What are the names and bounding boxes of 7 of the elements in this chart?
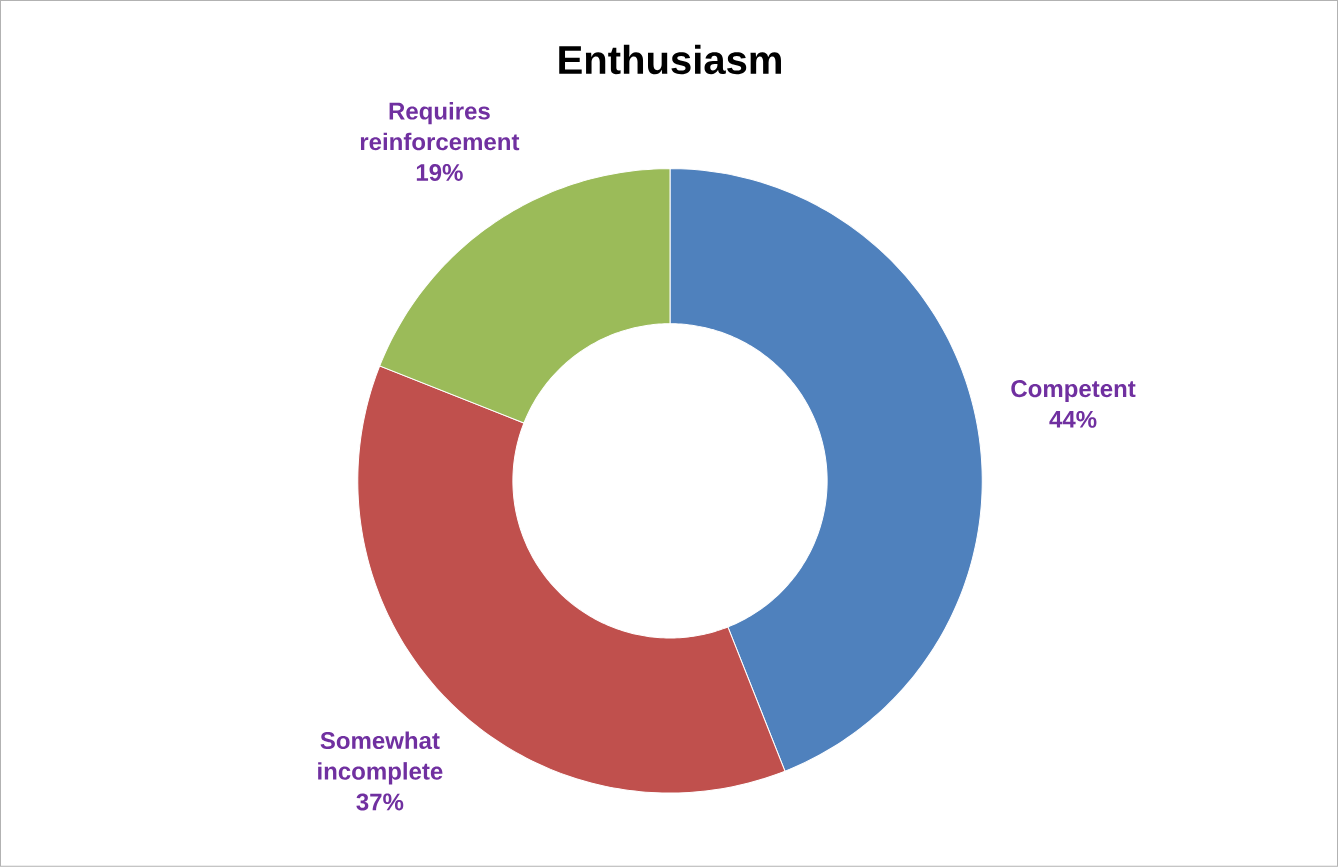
data-label: 44% (1049, 411, 1097, 428)
slice-label: Somewhat incomplete (318, 731, 443, 785)
slice-label: Competent (1011, 380, 1136, 403)
slice-label: Requires reinforcement (360, 102, 520, 151)
data-label: 19% (416, 164, 463, 182)
data-label: 37% (356, 793, 404, 811)
chart-title: Enthusiasm (559, 45, 781, 75)
